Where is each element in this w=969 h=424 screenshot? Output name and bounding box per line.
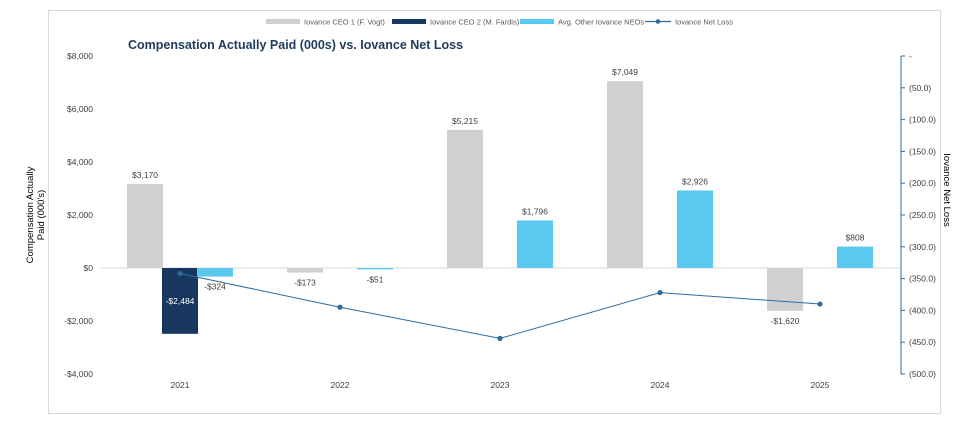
bars	[127, 81, 873, 334]
bar-data-label: -$51	[366, 274, 383, 284]
secondary-y-axis-ticks: - (50.0) (100.0) (150.0) (200.0) (250.0) (300.…	[901, 51, 936, 379]
y-axis-title: Compensation Actually Paid (000's)	[25, 166, 47, 263]
bar-data-labels: $3,170 -$173 $5,215 $7,049 -$1,620 -$2,484 -$3…	[132, 67, 865, 326]
y-axis-title-line-2: Paid (000's)	[36, 190, 47, 240]
net-loss-point-2022	[337, 304, 343, 310]
y-tick-label: $0	[84, 263, 94, 273]
secondary-y-tick-label: (300.0)	[909, 242, 936, 252]
bar-data-label: $5,215	[452, 116, 478, 126]
secondary-y-axis-title: Iovance Net Loss	[941, 153, 952, 227]
bar-data-label: -$173	[294, 278, 316, 288]
bar-data-label: $7,049	[612, 67, 638, 77]
bar-2021-series-1	[127, 183, 163, 268]
secondary-y-tick-label: (250.0)	[909, 210, 936, 220]
bar-data-label: -$324	[204, 282, 226, 292]
secondary-y-tick-label: (450.0)	[909, 337, 936, 347]
secondary-y-tick-label: (500.0)	[909, 369, 936, 379]
net-loss-point-2023	[497, 335, 503, 341]
legend-label-2: Iovance CEO 2 (M. Fardis)	[430, 18, 520, 27]
net-loss-point-2021	[177, 270, 183, 277]
secondary-y-tick-label: (200.0)	[909, 178, 936, 188]
y-tick-label: $8,000	[67, 51, 93, 61]
net-loss-point-2025	[817, 301, 823, 307]
bar-data-label: $1,796	[522, 206, 548, 216]
y-axis-title-line-1: Compensation Actually	[25, 166, 36, 263]
legend-swatch-2	[392, 19, 426, 24]
y-tick-label: $2,000	[67, 210, 93, 220]
bar-2021-series-2	[162, 268, 198, 334]
y-axis-ticks: -$4,000 -$2,000 $0 $2,000 $4,000 $6,000 $8,000	[64, 51, 93, 379]
chart-title: Compensation Actually Paid (000s) vs. Io…	[128, 38, 463, 52]
x-tick-label: 2023	[491, 380, 510, 390]
y-tick-label: $4,000	[67, 157, 93, 167]
net-loss-line	[177, 270, 823, 341]
bar-2025-series-1	[767, 268, 803, 311]
bar-data-label: $808	[846, 233, 865, 243]
secondary-y-tick-label: (400.0)	[909, 305, 936, 315]
y-tick-label: -$2,000	[64, 316, 93, 326]
y-tick-label: $6,000	[67, 104, 93, 114]
bar-2024-series-3	[677, 190, 713, 268]
bar-data-label: -$2,484	[166, 296, 195, 306]
net-loss-polyline	[179, 273, 821, 339]
bar-2022-series-1	[287, 268, 323, 273]
bar-data-label: $2,926	[682, 176, 708, 186]
bar-2025-series-3	[837, 246, 873, 268]
axes	[100, 56, 902, 374]
bar-2022-series-3	[357, 268, 393, 270]
legend-label-1: Iovance CEO 1 (F. Vogt)	[304, 18, 385, 27]
bar-2021-series-3	[197, 268, 233, 277]
legend-swatch-marker	[655, 19, 661, 24]
bar-data-label: $3,170	[132, 170, 158, 180]
bar-2023-series-1	[447, 129, 483, 268]
net-loss-point-2024	[657, 289, 663, 296]
legend-swatch-1	[266, 19, 300, 24]
secondary-y-tick-label: (150.0)	[909, 146, 936, 156]
legend: Iovance CEO 1 (F. Vogt) Iovance CEO 2 (M.…	[266, 18, 733, 27]
y-tick-label: -$4,000	[64, 369, 93, 379]
x-tick-label: 2025	[811, 380, 830, 390]
legend-label-3: Avg. Other Iovance NEOs	[558, 18, 644, 27]
legend-label-4: Iovance Net Loss	[675, 18, 733, 27]
x-tick-label: 2022	[331, 380, 350, 390]
x-axis-ticks: 2021 2022 2023 2024 2025	[171, 380, 830, 390]
secondary-y-tick-label: (50.0)	[909, 83, 931, 93]
secondary-y-tick-label: (350.0)	[909, 274, 936, 284]
chart-frame	[48, 10, 941, 414]
legend-swatch-3	[520, 19, 554, 24]
bar-2024-series-1	[607, 81, 643, 268]
secondary-y-tick-label: (100.0)	[909, 115, 936, 125]
bar-2023-series-3	[517, 220, 553, 268]
x-tick-label: 2024	[651, 380, 670, 390]
secondary-y-tick-label: -	[909, 51, 912, 61]
bar-data-label: -$1,620	[771, 316, 800, 326]
x-tick-label: 2021	[171, 380, 190, 390]
